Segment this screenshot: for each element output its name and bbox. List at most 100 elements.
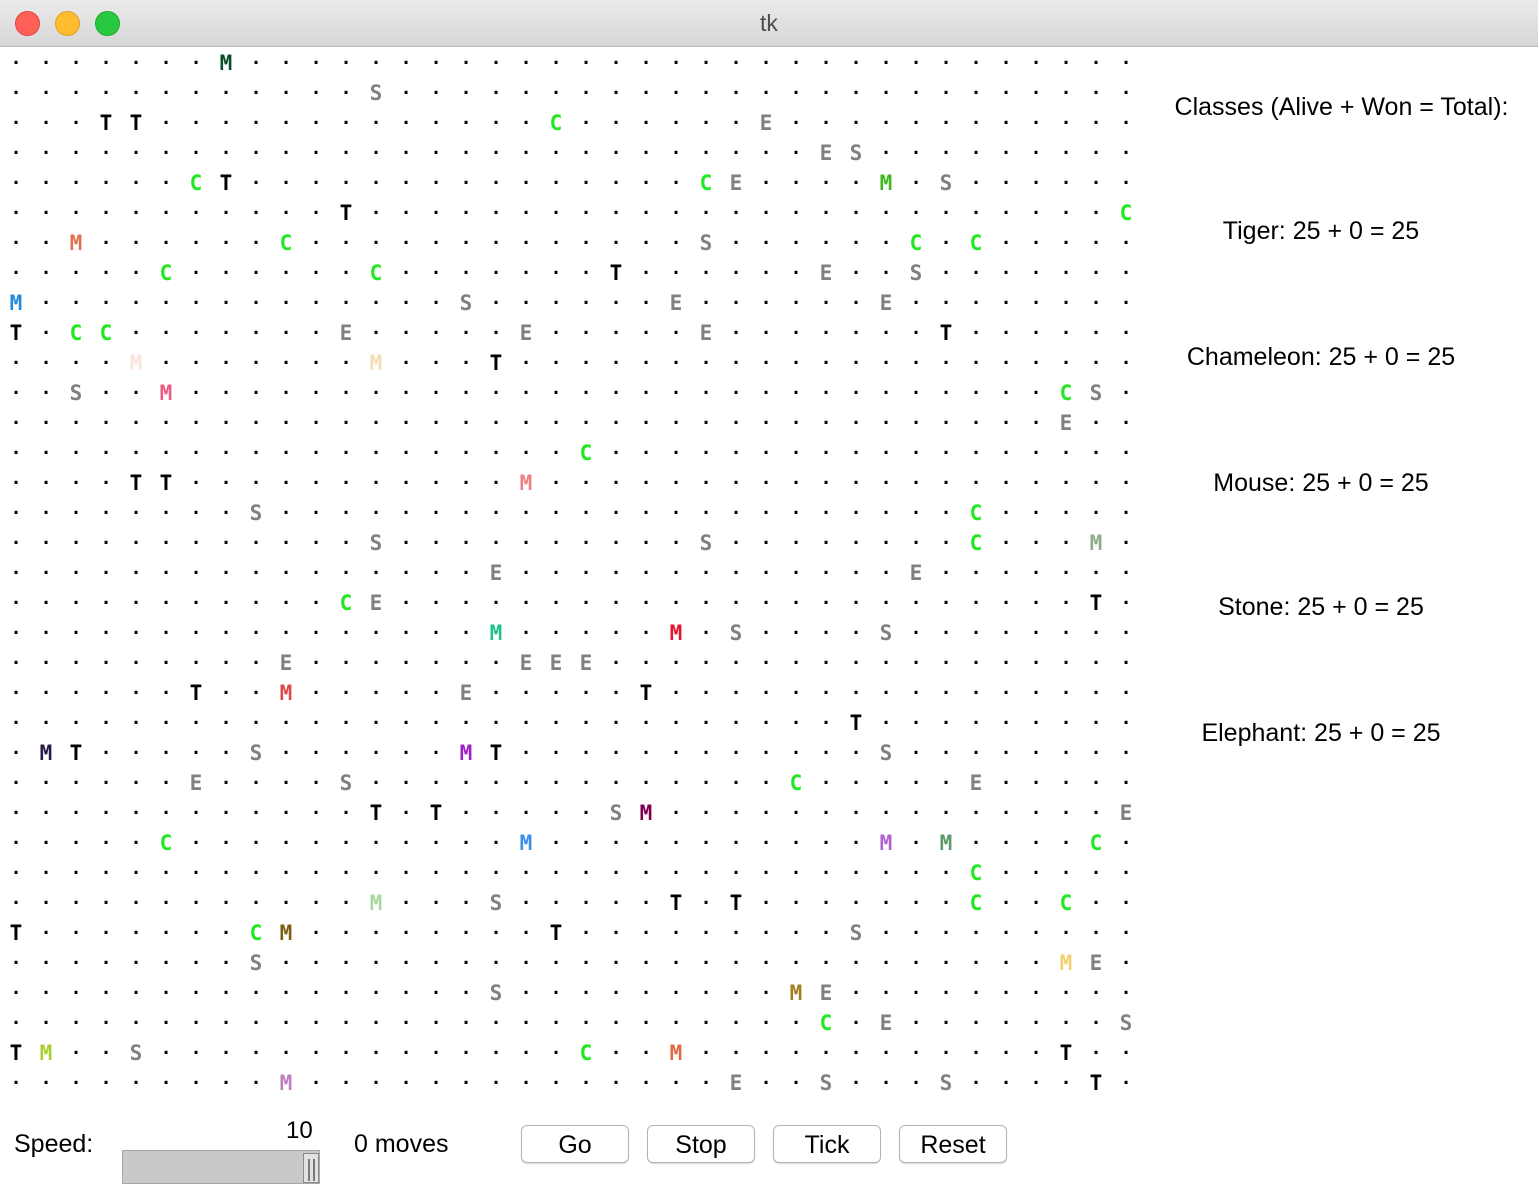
empty-cell: . <box>850 408 862 429</box>
maximize-window-button[interactable] <box>95 11 120 36</box>
empty-cell: . <box>190 198 202 219</box>
speed-slider-handle[interactable] <box>303 1153 319 1183</box>
empty-cell: . <box>1120 138 1132 159</box>
empty-cell: . <box>820 618 832 639</box>
tick-button[interactable]: Tick <box>773 1125 881 1163</box>
empty-cell: . <box>970 378 982 399</box>
empty-cell: . <box>790 48 802 69</box>
reset-button[interactable]: Reset <box>899 1125 1007 1163</box>
elephant-critter: E <box>549 651 563 675</box>
empty-cell: . <box>760 198 772 219</box>
empty-cell: . <box>550 978 562 999</box>
empty-cell: . <box>580 768 592 789</box>
empty-cell: . <box>280 258 292 279</box>
empty-cell: . <box>40 288 52 309</box>
empty-cell: . <box>220 378 232 399</box>
empty-cell: . <box>400 108 412 129</box>
empty-cell: . <box>70 108 82 129</box>
empty-cell: . <box>280 498 292 519</box>
empty-cell: . <box>220 708 232 729</box>
go-button[interactable]: Go <box>521 1125 629 1163</box>
empty-cell: . <box>490 1008 502 1029</box>
elephant-critter: E <box>519 321 533 345</box>
empty-cell: . <box>370 828 382 849</box>
empty-cell: . <box>370 558 382 579</box>
empty-cell: . <box>220 198 232 219</box>
empty-cell: . <box>220 438 232 459</box>
empty-cell: . <box>490 678 502 699</box>
empty-cell: . <box>340 78 352 99</box>
empty-cell: . <box>550 138 562 159</box>
stone-critter: S <box>489 981 503 1005</box>
empty-cell: . <box>640 198 652 219</box>
empty-cell: . <box>910 918 922 939</box>
empty-cell: . <box>550 588 562 609</box>
chameleon-critter: C <box>579 1041 593 1065</box>
empty-cell: . <box>100 918 112 939</box>
empty-cell: . <box>760 78 772 99</box>
empty-cell: . <box>430 828 442 849</box>
empty-cell: . <box>100 348 112 369</box>
empty-cell: . <box>100 948 112 969</box>
empty-cell: . <box>970 618 982 639</box>
elephant-stat: Elephant: 25 + 0 = 25 <box>1201 719 1441 747</box>
empty-cell: . <box>880 438 892 459</box>
empty-cell: . <box>400 168 412 189</box>
empty-cell: . <box>100 798 112 819</box>
empty-cell: . <box>1030 498 1042 519</box>
stop-button[interactable]: Stop <box>647 1125 755 1163</box>
empty-cell: . <box>610 1068 622 1089</box>
elephant-critter: E <box>729 1071 743 1095</box>
empty-cell: . <box>280 78 292 99</box>
chameleon-critter: C <box>549 111 563 135</box>
empty-cell: . <box>550 1008 562 1029</box>
empty-cell: . <box>10 108 22 129</box>
empty-cell: . <box>640 498 652 519</box>
empty-cell: . <box>700 1008 712 1029</box>
empty-cell: . <box>160 498 172 519</box>
empty-cell: . <box>970 258 982 279</box>
elephant-critter: E <box>1119 801 1133 825</box>
empty-cell: . <box>1000 498 1012 519</box>
empty-cell: . <box>40 1008 52 1029</box>
empty-cell: . <box>220 858 232 879</box>
empty-cell: . <box>520 618 532 639</box>
empty-cell: . <box>1060 918 1072 939</box>
close-window-button[interactable] <box>15 11 40 36</box>
class-stats-panel: Classes (Alive + Won = Total): Tiger: 25… <box>1145 46 1538 1100</box>
empty-cell: . <box>520 738 532 759</box>
empty-cell: . <box>550 258 562 279</box>
empty-cell: . <box>850 1038 862 1059</box>
empty-cell: . <box>580 918 592 939</box>
empty-cell: . <box>910 48 922 69</box>
empty-cell: . <box>1030 378 1042 399</box>
empty-cell: . <box>850 858 862 879</box>
speed-slider[interactable] <box>122 1150 320 1184</box>
empty-cell: . <box>130 588 142 609</box>
empty-cell: . <box>280 288 292 309</box>
empty-cell: . <box>190 468 202 489</box>
empty-cell: . <box>460 558 472 579</box>
empty-cell: . <box>190 978 202 999</box>
empty-cell: . <box>550 1068 562 1089</box>
empty-cell: . <box>70 558 82 579</box>
tiger-critter: T <box>549 921 563 945</box>
empty-cell: . <box>640 228 652 249</box>
minimize-window-button[interactable] <box>55 11 80 36</box>
empty-cell: . <box>700 258 712 279</box>
empty-cell: . <box>370 468 382 489</box>
empty-cell: . <box>940 138 952 159</box>
empty-cell: . <box>130 918 142 939</box>
empty-cell: . <box>160 198 172 219</box>
empty-cell: . <box>400 1008 412 1029</box>
empty-cell: . <box>220 468 232 489</box>
mouse-critter: M <box>879 171 893 195</box>
empty-cell: . <box>190 318 202 339</box>
tiger-critter: T <box>99 111 113 135</box>
empty-cell: . <box>130 948 142 969</box>
empty-cell: . <box>1090 558 1102 579</box>
empty-cell: . <box>340 888 352 909</box>
empty-cell: . <box>1060 798 1072 819</box>
empty-cell: . <box>850 228 862 249</box>
empty-cell: . <box>880 258 892 279</box>
